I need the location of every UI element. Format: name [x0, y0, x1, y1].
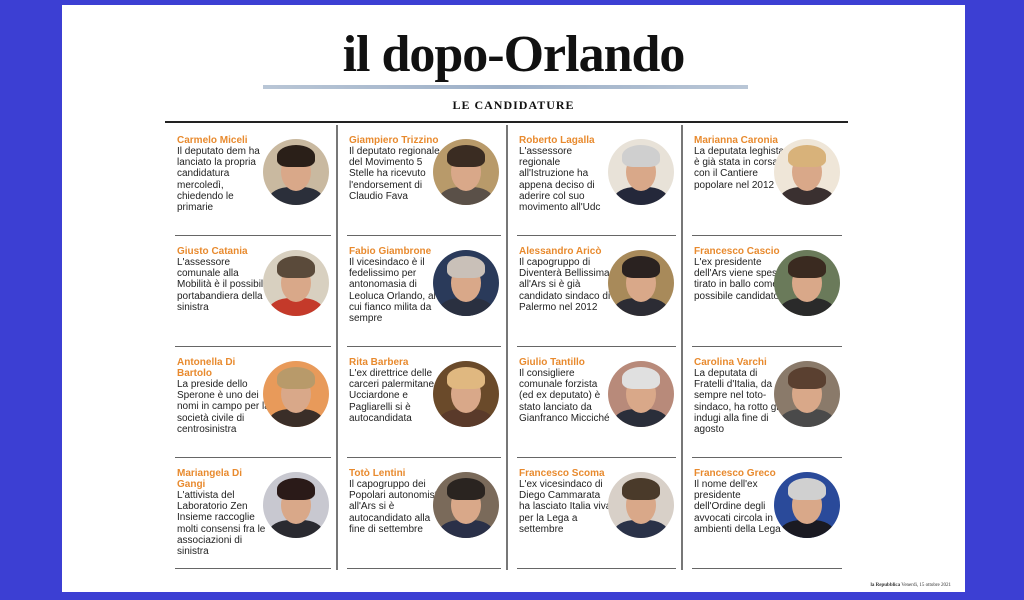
section-heading: LE CANDIDATURE	[452, 98, 575, 112]
candidate-photo	[433, 361, 499, 427]
candidate-card: Francesco Greco Il nome dell'ex presiden…	[682, 458, 848, 569]
candidate-photo	[433, 139, 499, 205]
candidate-card: Giulio Tantillo Il consigliere comunale …	[507, 347, 682, 458]
candidate-card: Totò Lentini Il capogruppo dei Popolari …	[337, 458, 507, 569]
candidate-description: Il capogruppo di Diventerà Bellissima al…	[519, 257, 611, 313]
candidate-name: Rita Barbera	[349, 357, 409, 368]
candidate-card: Fabio Giambrone Il vicesindaco è il fede…	[337, 236, 507, 347]
candidate-name: Antonella Di Bartolo	[177, 357, 236, 379]
candidate-description: Il consigliere comunale forzista (ed ex …	[519, 368, 610, 424]
candidate-photo	[263, 361, 329, 427]
candidate-card: Giusto Catania L'assessore comunale alla…	[165, 236, 337, 347]
candidate-name: Carolina Varchi	[694, 357, 767, 368]
column-divider	[336, 125, 338, 570]
candidate-description: L'ex vicesindaco di Diego Cammarata ha l…	[519, 479, 612, 535]
footer-date: Venerdì, 15 ottobre 2021	[901, 583, 951, 588]
candidate-name: Marianna Caronia	[694, 135, 778, 146]
candidate-name: Mariangela Di Gangi	[177, 468, 243, 490]
candidate-name: Francesco Scoma	[519, 468, 605, 479]
title-underline	[263, 85, 748, 89]
candidate-description: Il vicesindaco è il fedelissimo per anto…	[349, 257, 436, 325]
candidate-name: Francesco Cascio	[694, 246, 780, 257]
candidate-photo	[608, 361, 674, 427]
footer-brand: la Repubblica	[870, 583, 901, 588]
candidate-description: L'ex direttrice delle carceri palermitan…	[349, 368, 435, 424]
candidate-photo	[263, 250, 329, 316]
candidate-card: Roberto Lagalla L'assessore regionale al…	[507, 125, 682, 236]
candidate-description: L'assessore comunale alla Mobilità è il …	[177, 257, 269, 313]
column-divider	[681, 125, 683, 570]
candidate-description: Il nome dell'ex presidente dell'Ordine d…	[694, 479, 781, 535]
candidate-card: Mariangela Di Gangi L'attivista del Labo…	[165, 458, 337, 569]
candidate-description: Il capogruppo dei Popolari autonomisti a…	[349, 479, 440, 535]
page-title: il dopo-Orlando	[342, 26, 686, 83]
candidate-name: Carmelo Miceli	[177, 135, 248, 146]
candidate-photo	[433, 250, 499, 316]
candidate-photo	[608, 472, 674, 538]
candidate-name: Alessandro Aricò	[519, 246, 602, 257]
candidate-description: L'ex presidente dell'Ars viene spesso ti…	[694, 257, 788, 302]
candidate-card: Carolina Varchi La deputata di Fratelli …	[682, 347, 848, 458]
candidate-photo	[608, 139, 674, 205]
column-divider	[506, 125, 508, 570]
candidate-description: Il deputato dem ha lanciato la propria c…	[177, 146, 260, 214]
candidate-photo	[608, 250, 674, 316]
candidate-photo	[263, 472, 329, 538]
candidate-description: L'assessore regionale all'Istruzione ha …	[519, 146, 601, 214]
candidate-card: Francesco Cascio L'ex presidente dell'Ar…	[682, 236, 848, 347]
candidate-photo	[774, 139, 840, 205]
candidate-description: La preside dello Sperone è uno dei nomi …	[177, 379, 270, 435]
candidate-card: Antonella Di Bartolo La preside dello Sp…	[165, 347, 337, 458]
candidate-card: Marianna Caronia La deputata leghista è …	[682, 125, 848, 236]
candidate-description: L'attivista del Laboratorio Zen Insieme …	[177, 490, 266, 558]
candidate-card: Alessandro Aricò Il capogruppo di Divent…	[507, 236, 682, 347]
candidate-card: Giampiero Trizzino Il deputato regionale…	[337, 125, 507, 236]
candidate-name: Giulio Tantillo	[519, 357, 585, 368]
candidate-photo	[774, 472, 840, 538]
candidate-description: Il deputato regionale del Movimento 5 St…	[349, 146, 440, 202]
candidate-card: Rita Barbera L'ex direttrice delle carce…	[337, 347, 507, 458]
candidate-description: La deputata leghista è già stata in cors…	[694, 146, 785, 191]
candidate-name: Roberto Lagalla	[519, 135, 595, 146]
candidates-grid: Carmelo Miceli Il deputato dem ha lancia…	[165, 125, 848, 569]
newspaper-page: il dopo-Orlando LE CANDIDATURE Carmelo M…	[62, 5, 965, 592]
candidate-photo	[774, 250, 840, 316]
candidate-description: La deputata di Fratelli d'Italia, da sem…	[694, 368, 781, 436]
candidate-card: Francesco Scoma L'ex vicesindaco di Dieg…	[507, 458, 682, 569]
candidate-name: Fabio Giambrone	[349, 246, 432, 257]
candidate-name: Giampiero Trizzino	[349, 135, 439, 146]
candidate-name: Giusto Catania	[177, 246, 248, 257]
candidate-name: Francesco Greco	[694, 468, 776, 479]
candidate-card: Carmelo Miceli Il deputato dem ha lancia…	[165, 125, 337, 236]
candidate-name: Totò Lentini	[349, 468, 406, 479]
candidate-photo	[433, 472, 499, 538]
candidate-photo	[263, 139, 329, 205]
candidate-photo	[774, 361, 840, 427]
footer: la Repubblica Venerdì, 15 ottobre 2021	[871, 583, 951, 588]
header-rule	[165, 121, 848, 123]
